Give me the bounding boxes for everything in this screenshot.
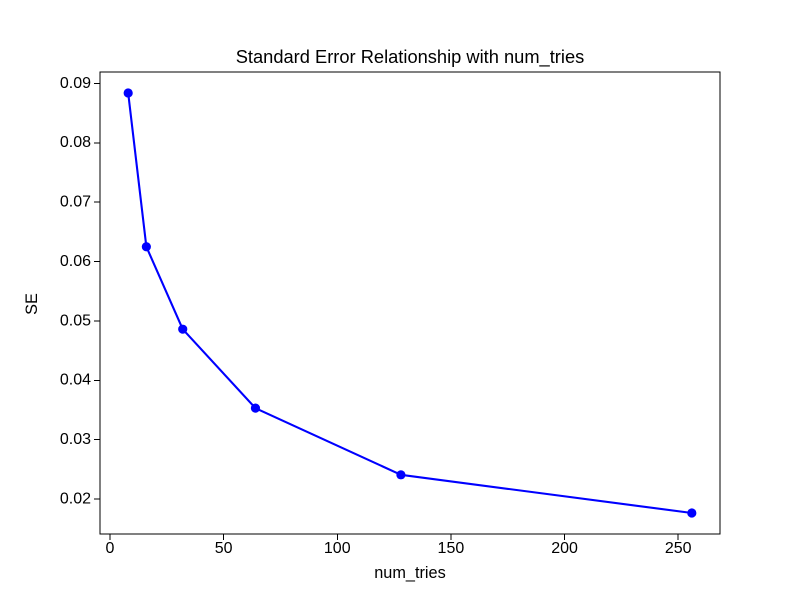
svg-text:num_tries: num_tries xyxy=(374,564,446,582)
svg-text:50: 50 xyxy=(215,540,233,557)
svg-text:250: 250 xyxy=(665,540,692,557)
svg-text:200: 200 xyxy=(551,540,578,557)
svg-text:Standard Error Relationship wi: Standard Error Relationship with num_tri… xyxy=(236,46,585,68)
svg-text:0.06: 0.06 xyxy=(60,253,91,270)
svg-text:0.04: 0.04 xyxy=(60,372,91,389)
svg-text:0.07: 0.07 xyxy=(60,194,91,211)
svg-text:0.02: 0.02 xyxy=(60,491,91,508)
svg-text:0.09: 0.09 xyxy=(60,75,91,92)
svg-text:0.08: 0.08 xyxy=(60,134,91,151)
svg-text:0.05: 0.05 xyxy=(60,312,91,329)
svg-text:0: 0 xyxy=(106,540,115,557)
svg-text:150: 150 xyxy=(438,540,465,557)
svg-text:100: 100 xyxy=(324,540,351,557)
svg-text:SE: SE xyxy=(23,293,41,315)
svg-text:0.03: 0.03 xyxy=(60,431,91,448)
